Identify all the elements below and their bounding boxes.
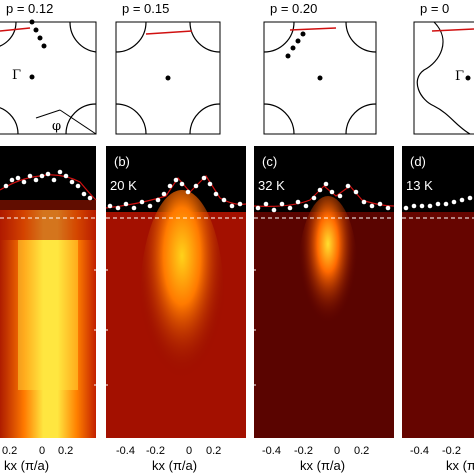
doping-label-a: p = 0.12 [6, 1, 53, 16]
gamma-point-c [317, 75, 323, 81]
doping-label-b: p = 0.15 [122, 1, 169, 16]
tick-d-1: -0.2 [442, 445, 461, 457]
tick-b-1: -0.2 [146, 445, 165, 457]
tick-d-0: -0.4 [410, 445, 429, 457]
tick-a-0: 0.2 [2, 445, 17, 457]
doping-label-d: p = 0 [420, 1, 449, 16]
temperature-b: 20 K [110, 178, 137, 193]
arpes-map-a: 0.2 0 0.2 kx (π/a) [0, 146, 97, 473]
arpes-map-c: (c) 32 K -0.4 -0.2 0 0.2 kx (π/a) [253, 146, 395, 473]
xlabel-d: kx (π/a) [446, 458, 474, 473]
tick-a-2: 0.2 [58, 445, 73, 457]
tick-c-2: 0 [334, 445, 340, 457]
fermi-surface-panel-a: p = 0.12 Γ φ [0, 1, 97, 135]
tick-b-2: 0 [186, 445, 192, 457]
fermi-surface-panel-c: p = 0.20 [263, 1, 377, 135]
arpes-map-b: (b) 20 K -0.4 -0.2 0 0.2 kx (π/a) [105, 146, 247, 473]
arpes-map-d: (d) 13 K -0.4 -0.2 kx (π/a) [402, 146, 474, 473]
panel-letter-b: (b) [114, 154, 130, 169]
doping-label-c: p = 0.20 [270, 1, 317, 16]
tick-c-1: -0.2 [294, 445, 313, 457]
xlabel-c: kx (π/a) [300, 458, 345, 473]
tick-a-1: 0 [39, 445, 45, 457]
fermi-surface-panel-d: p = 0 Γ [413, 1, 474, 135]
gamma-label-a: Γ [12, 68, 21, 83]
gamma-label-d: Γ [455, 69, 464, 84]
temperature-d: 13 K [406, 178, 433, 193]
gamma-point-b [165, 75, 171, 81]
tick-c-0: -0.4 [262, 445, 281, 457]
gamma-point-a [29, 74, 35, 80]
xlabel-b: kx (π/a) [152, 458, 197, 473]
phi-label: φ [52, 119, 61, 134]
xlabel-a: kx (π/a) [4, 458, 49, 473]
tick-c-3: 0.2 [354, 445, 369, 457]
tick-b-0: -0.4 [116, 445, 135, 457]
temperature-c: 32 K [258, 178, 285, 193]
panel-letter-c: (c) [262, 154, 277, 169]
fermi-surface-panel-b: p = 0.15 [115, 1, 221, 135]
tick-b-3: 0.2 [206, 445, 221, 457]
panel-letter-d: (d) [410, 154, 426, 169]
gamma-point-d [465, 75, 471, 81]
